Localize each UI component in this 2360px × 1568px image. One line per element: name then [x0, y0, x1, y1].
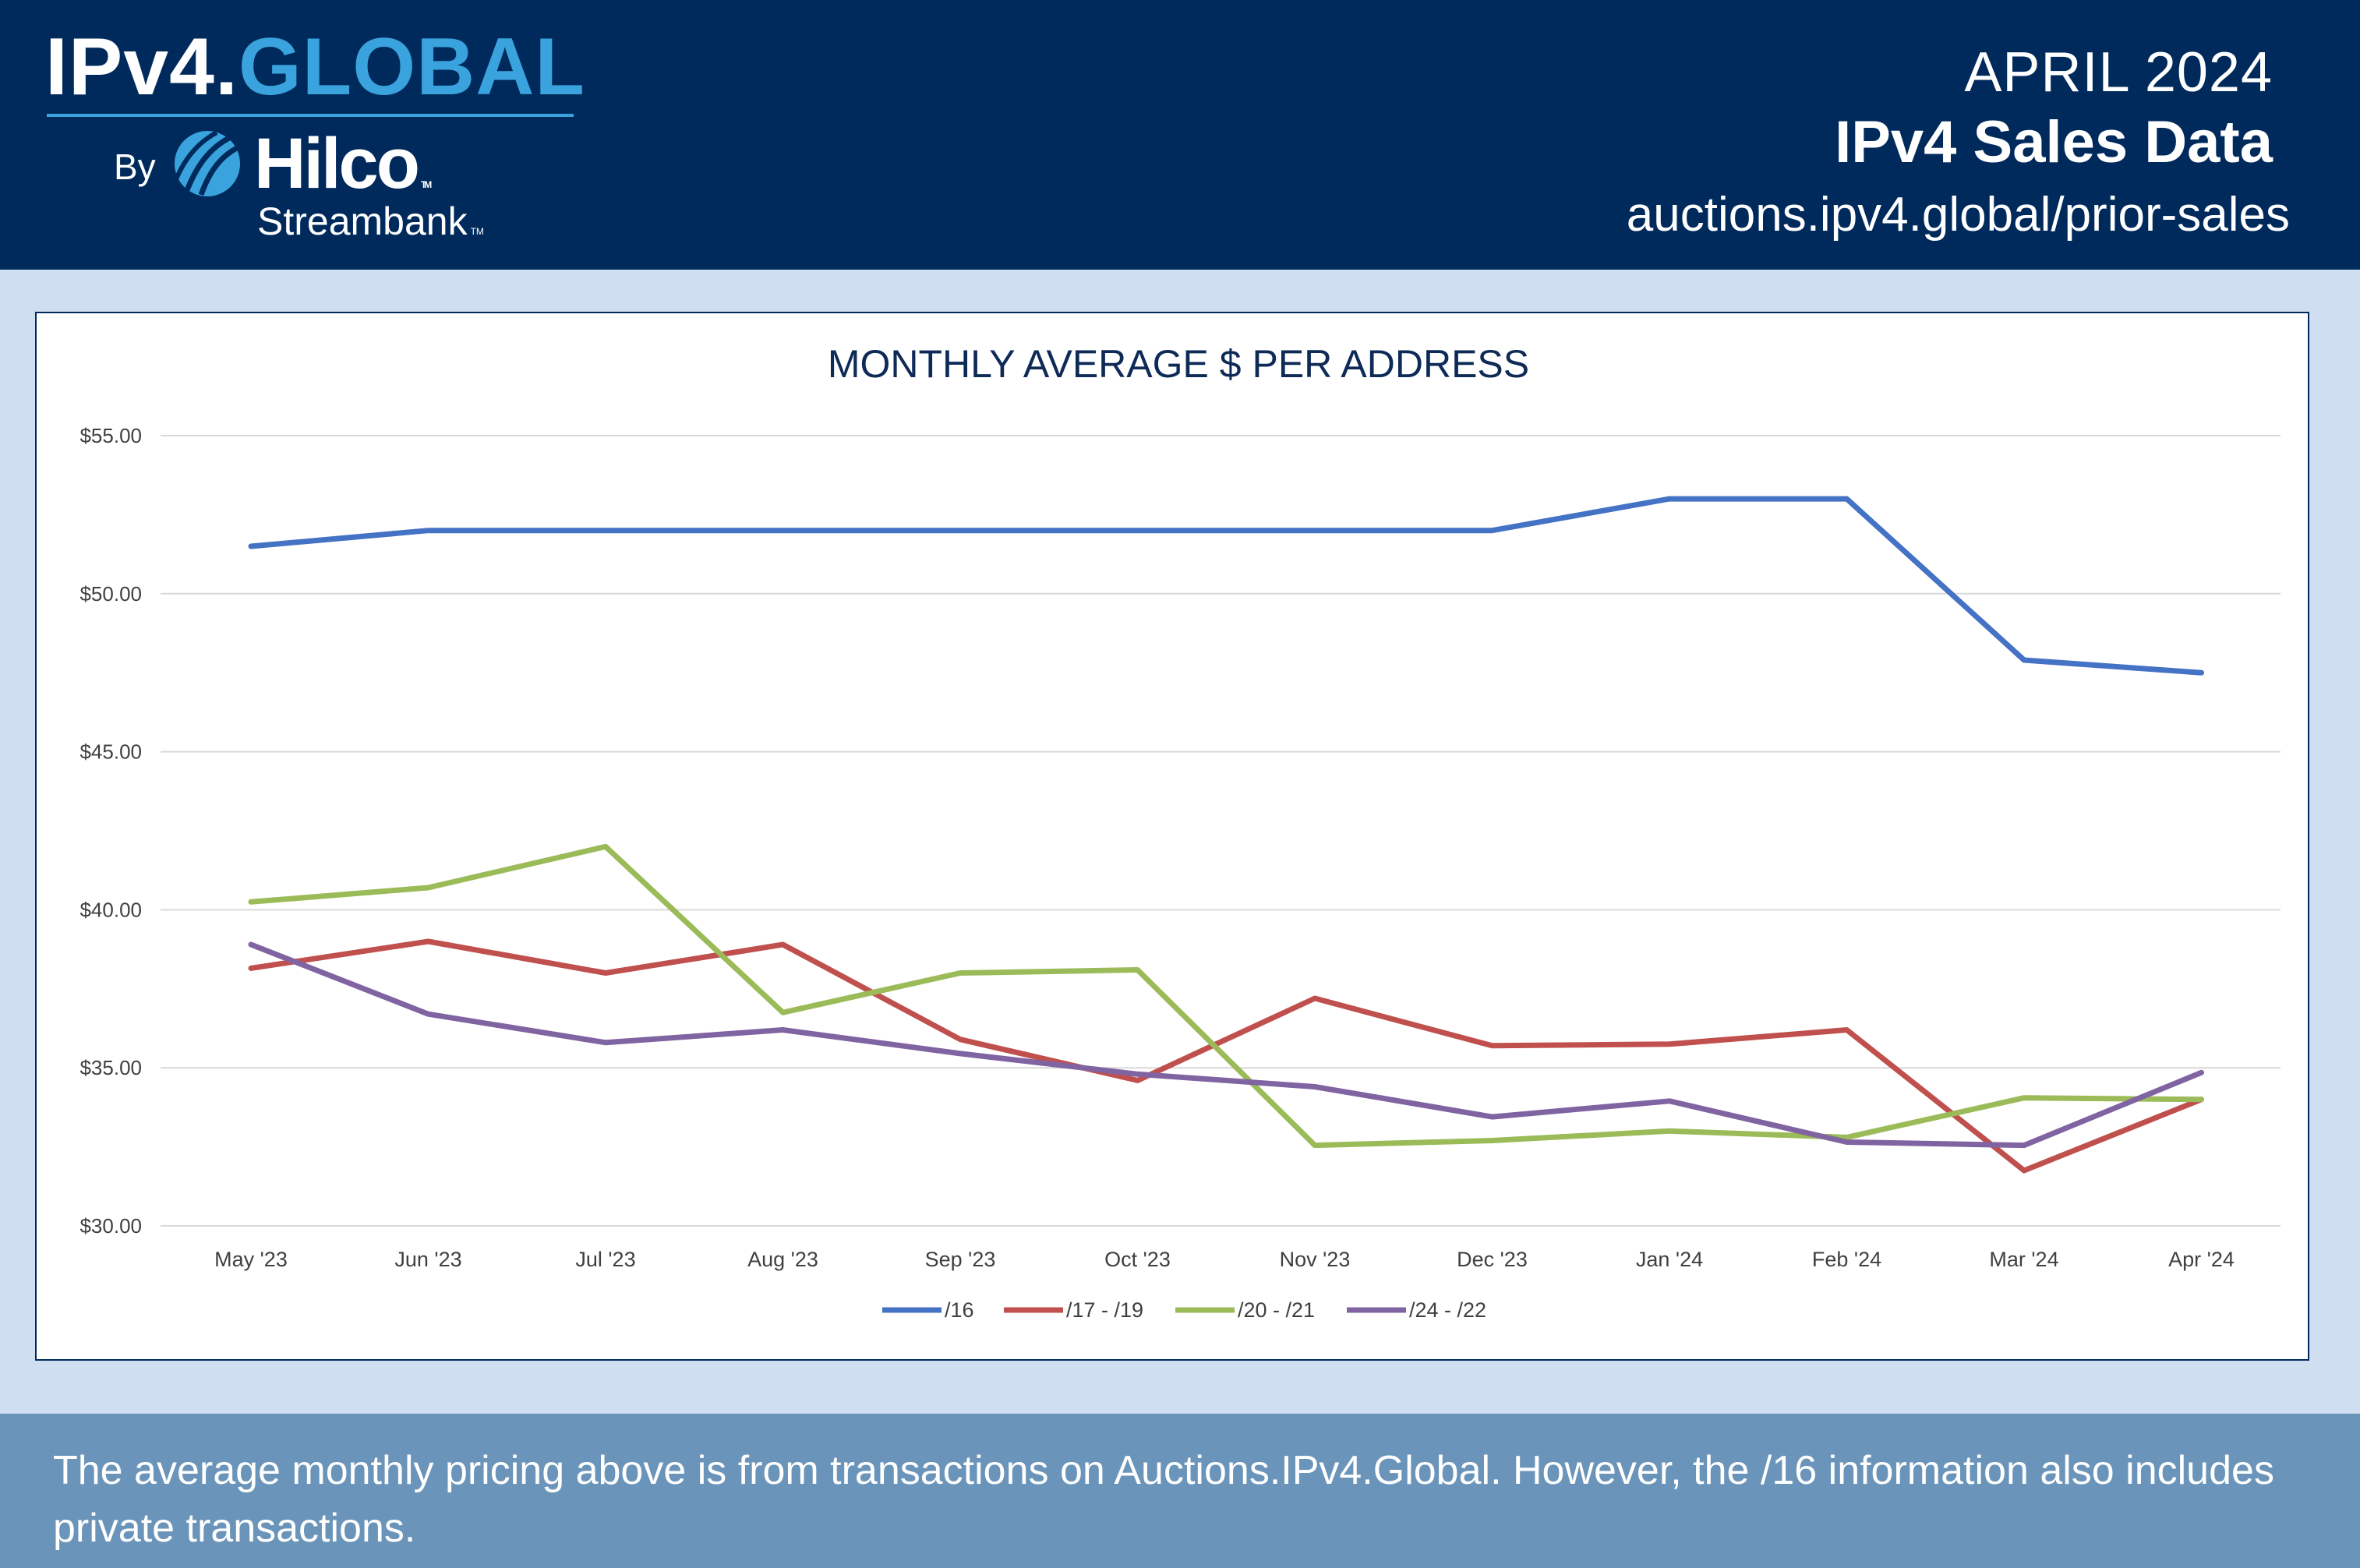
hilco-wordmark: Hilco TM [254, 124, 432, 203]
ipv4-global-logo: IPv4.GLOBAL [45, 20, 585, 114]
x-tick-label: Feb '24 [1812, 1248, 1881, 1271]
x-tick-label: Jan '24 [1636, 1248, 1703, 1271]
by-label: By [114, 147, 156, 187]
streambank-wordmark: Streambank TM [257, 200, 484, 243]
brand-part2: GLOBAL [238, 22, 585, 112]
report-title: IPv4 Sales Data [1835, 109, 2273, 175]
y-tick-label: $40.00 [79, 898, 142, 921]
header-banner: IPv4.GLOBAL By Hilco TM Streambank TM APRI… [0, 0, 2360, 270]
y-tick-label: $55.00 [79, 424, 142, 447]
series-line [248, 938, 2204, 1174]
legend-label: /16 [945, 1298, 974, 1322]
legend-label: /20 - /21 [1238, 1298, 1315, 1322]
prior-sales-link[interactable]: auctions.ipv4.global/prior-sales [1626, 188, 2290, 242]
report-month: APRIL 2024 [1964, 41, 2273, 104]
chart-title: MONTHLY AVERAGE $ PER ADDRESS [828, 342, 1529, 386]
hilco-tm: TM [420, 179, 432, 190]
x-tick-label: Sep '23 [925, 1248, 996, 1271]
series-line [248, 941, 2204, 1149]
x-tick-label: Apr '24 [2168, 1248, 2235, 1271]
series-line [248, 496, 2204, 676]
legend-label: /24 - /22 [1409, 1298, 1486, 1322]
legend-label: /17 - /19 [1066, 1298, 1143, 1322]
y-tick-label: $50.00 [79, 582, 142, 606]
x-tick-label: Jul '23 [575, 1248, 635, 1271]
x-tick-label: Aug '23 [747, 1248, 818, 1271]
x-tick-label: Dec '23 [1457, 1248, 1528, 1271]
brand-underline [47, 114, 574, 117]
y-tick-label: $35.00 [79, 1056, 142, 1079]
x-tick-label: Mar '24 [1989, 1248, 2058, 1271]
footer-text: The average monthly pricing above is fro… [53, 1448, 2274, 1551]
streambank-tm: TM [470, 226, 484, 237]
series-line [248, 843, 2204, 1149]
hilco-swoosh-icon [174, 130, 242, 196]
brand-part1: IPv4. [45, 22, 238, 112]
x-tick-label: Jun '23 [394, 1248, 461, 1271]
chart-panel [35, 312, 2309, 1361]
x-tick-label: Oct '23 [1104, 1248, 1171, 1271]
y-tick-label: $45.00 [79, 740, 142, 764]
x-tick-label: Nov '23 [1280, 1248, 1351, 1271]
y-tick-label: $30.00 [79, 1214, 142, 1238]
footer-note: The average monthly pricing above is fro… [0, 1414, 2360, 1568]
x-tick-label: May '23 [214, 1248, 288, 1271]
